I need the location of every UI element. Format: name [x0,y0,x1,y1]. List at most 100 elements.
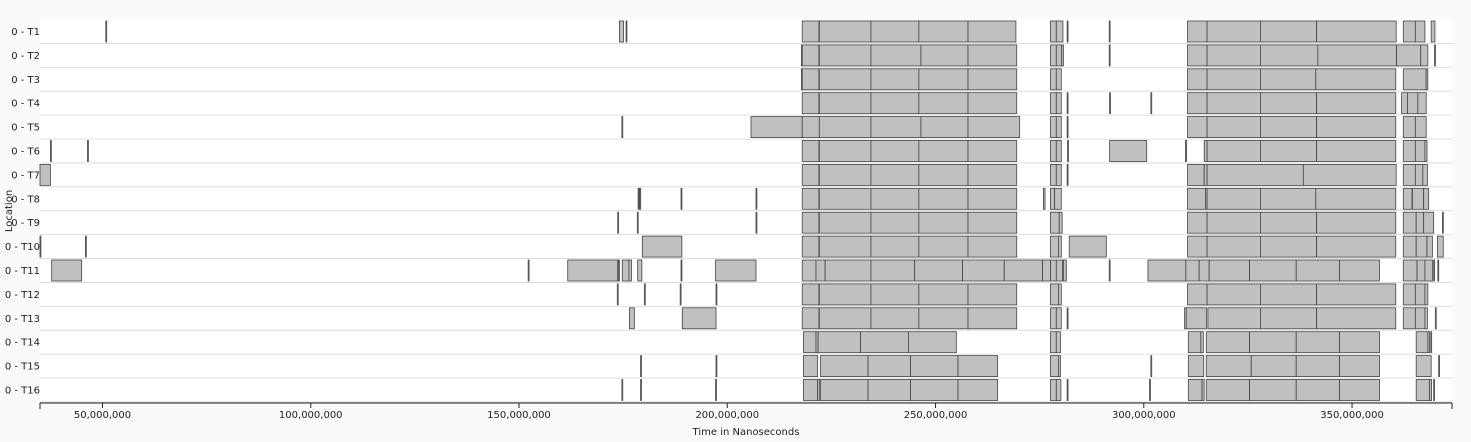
event-bar[interactable] [1414,20,1426,43]
event-bar[interactable] [1315,187,1397,210]
event-bar[interactable] [1050,140,1057,162]
event-bar[interactable] [1050,20,1057,43]
event-bar[interactable] [1058,211,1063,234]
event-bar[interactable] [918,307,969,330]
event-bar[interactable] [1206,235,1261,258]
event-bar[interactable] [1057,355,1061,378]
event-bar[interactable] [1260,283,1318,306]
event-bar[interactable] [870,235,920,258]
event-bar[interactable] [1208,259,1250,282]
event-bar[interactable] [803,331,817,354]
event-bar[interactable] [818,163,872,186]
event-bar[interactable] [1055,140,1062,162]
event-bar[interactable] [870,44,922,67]
event-bar[interactable] [1201,379,1205,401]
event-bar[interactable] [818,44,872,67]
event-bar[interactable] [1055,379,1062,401]
event-bar[interactable] [1003,259,1043,282]
event-bar[interactable] [39,235,42,258]
event-bar[interactable] [1295,259,1340,282]
event-bar[interactable] [914,259,963,282]
event-bar[interactable] [640,379,642,401]
event-bar[interactable] [1260,68,1317,91]
event-bar[interactable] [1414,116,1427,138]
event-bar[interactable] [1206,187,1261,210]
event-bar[interactable] [1066,307,1069,330]
event-bar[interactable] [1057,283,1062,306]
event-bar[interactable] [1055,92,1062,115]
event-bar[interactable] [1050,259,1057,282]
event-bar[interactable] [1057,235,1062,258]
event-bar[interactable] [1109,92,1111,115]
event-bar[interactable] [1187,44,1208,67]
event-bar[interactable] [1206,68,1261,91]
event-bar[interactable] [1149,379,1151,401]
event-bar[interactable] [918,283,969,306]
event-bar[interactable] [1415,211,1425,234]
event-bar[interactable] [1414,140,1426,162]
event-bar[interactable] [870,116,922,138]
event-bar[interactable] [527,259,530,282]
event-bar[interactable] [1430,331,1433,354]
event-bar[interactable] [1187,187,1206,210]
event-bar[interactable] [617,211,620,234]
event-bar[interactable] [1442,211,1444,234]
event-bar[interactable] [1417,92,1427,115]
event-bar[interactable] [1402,20,1416,43]
event-bar[interactable] [1206,116,1261,138]
event-bar[interactable] [867,379,911,401]
event-bar[interactable] [1185,140,1188,162]
event-bar[interactable] [1055,259,1063,282]
event-bar[interactable] [1260,187,1317,210]
event-bar[interactable] [636,211,639,234]
event-bar[interactable] [803,379,819,401]
event-bar[interactable] [639,187,642,210]
event-bar[interactable] [918,163,969,186]
event-bar[interactable] [1260,116,1318,138]
event-bar[interactable] [957,355,998,378]
event-bar[interactable] [1260,92,1318,115]
event-bar[interactable] [1316,235,1397,258]
event-bar[interactable] [1295,331,1340,354]
event-bar[interactable] [1050,355,1059,378]
event-bar[interactable] [801,44,820,67]
event-bar[interactable] [1054,187,1062,210]
event-bar[interactable] [967,283,1018,306]
event-bar[interactable] [967,307,1018,330]
event-bar[interactable] [1260,235,1318,258]
event-bar[interactable] [1316,92,1397,115]
event-bar[interactable] [1187,211,1208,234]
event-bar[interactable] [715,379,717,401]
event-bar[interactable] [967,235,1018,258]
event-bar[interactable] [1055,307,1062,330]
event-bar[interactable] [1055,331,1061,354]
event-bar[interactable] [755,211,758,234]
event-bar[interactable] [1260,211,1318,234]
event-bar[interactable] [1401,92,1408,115]
event-bar[interactable] [967,68,1018,91]
event-bar[interactable] [1185,259,1200,282]
event-bar[interactable] [1415,355,1432,378]
event-bar[interactable] [1042,187,1046,210]
event-bar[interactable] [1108,44,1111,67]
event-bar[interactable] [801,116,820,138]
event-bar[interactable] [621,116,624,138]
event-bar[interactable] [1205,355,1252,378]
event-bar[interactable] [715,259,757,282]
event-bar[interactable] [1426,235,1433,258]
event-bar[interactable] [820,355,869,378]
event-bar[interactable] [1437,259,1440,282]
event-bar[interactable] [637,259,643,282]
event-bar[interactable] [1316,211,1397,234]
event-bar[interactable] [1316,283,1397,306]
event-bar[interactable] [1042,259,1051,282]
event-bar[interactable] [1050,163,1057,186]
event-bar[interactable] [1433,379,1435,401]
event-bar[interactable] [1066,20,1069,43]
event-bar[interactable] [967,20,1017,43]
event-bar[interactable] [1402,307,1416,330]
event-bar[interactable] [1147,259,1187,282]
event-bar[interactable] [1050,283,1059,306]
event-bar[interactable] [1316,116,1397,138]
event-bar[interactable] [618,259,620,282]
